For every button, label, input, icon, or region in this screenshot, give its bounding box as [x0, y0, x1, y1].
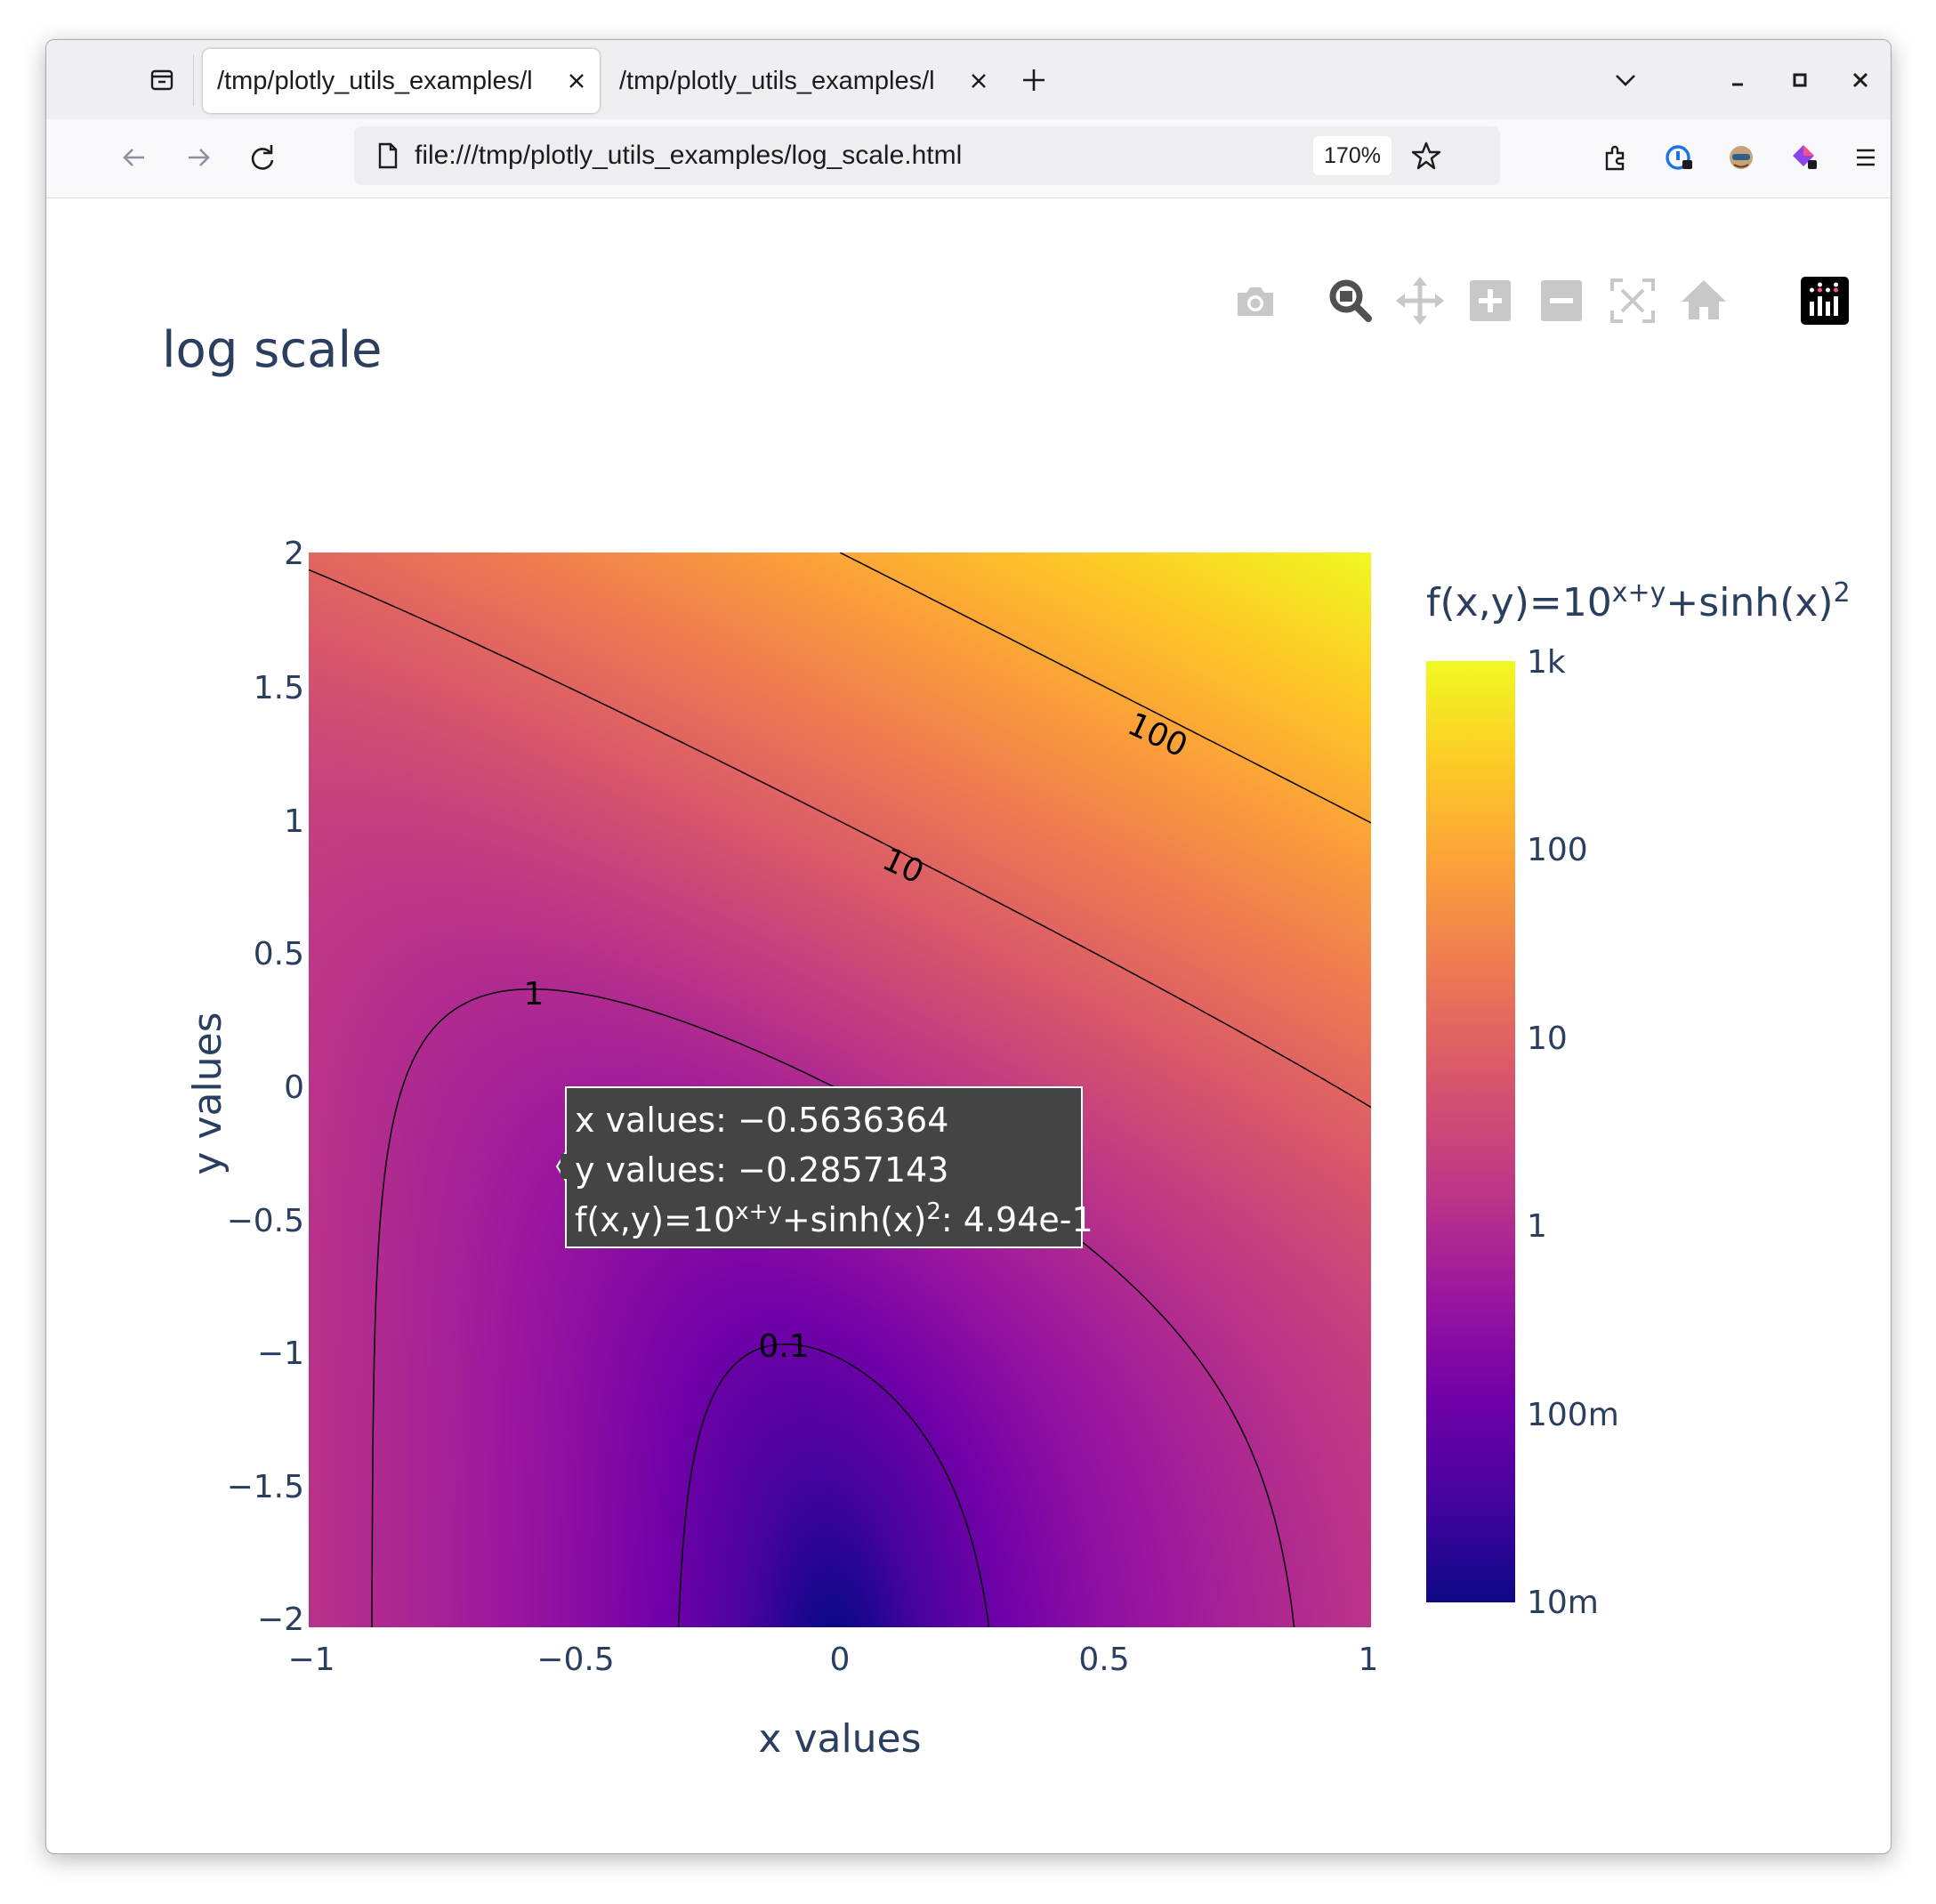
window-close-icon[interactable]	[1838, 58, 1883, 102]
firefox-view-icon[interactable]	[140, 58, 184, 102]
colorbar-tick: 1k	[1527, 644, 1566, 681]
hover-f-line: f(x,y)=10x+y+sinh(x)2: 4.94e-1	[575, 1198, 1093, 1239]
zoom-in-icon[interactable]	[1464, 275, 1516, 327]
browser-window: /tmp/plotly_utils_examples/l /tmp/plotly…	[45, 39, 1892, 1854]
colorbar-tick: 100m	[1527, 1397, 1619, 1433]
extension-avatar-icon[interactable]	[1719, 135, 1763, 180]
hamburger-menu-icon[interactable]	[1843, 135, 1888, 180]
y-tick: −2	[257, 1601, 304, 1638]
reload-icon[interactable]	[240, 135, 285, 180]
zoom-icon[interactable]	[1324, 275, 1375, 327]
url-text[interactable]: file:///tmp/plotly_utils_examples/log_sc…	[415, 141, 963, 170]
tab-label: /tmp/plotly_utils_examples/l	[217, 67, 533, 95]
tab-label: /tmp/plotly_utils_examples/l	[619, 67, 935, 95]
colorbar-tick: 10m	[1527, 1585, 1599, 1621]
password-manager-icon[interactable]	[1657, 135, 1701, 180]
hover-x-line: x values: −0.5636364	[575, 1101, 948, 1140]
y-tick: −0.5	[227, 1203, 304, 1239]
y-tick: 2	[284, 536, 304, 572]
plotly-logo[interactable]	[1799, 275, 1851, 327]
colorbar-tick: 10	[1527, 1021, 1568, 1057]
y-axis-title: y values	[185, 1012, 230, 1174]
tab-inactive[interactable]: /tmp/plotly_utils_examples/l	[605, 49, 1002, 113]
autoscale-icon[interactable]	[1607, 275, 1658, 327]
minimize-icon[interactable]	[1715, 58, 1760, 102]
extension-gem-icon[interactable]	[1781, 135, 1826, 180]
bookmark-star-icon[interactable]	[1404, 133, 1448, 178]
pan-icon[interactable]	[1394, 275, 1446, 327]
x-tick: −1	[287, 1642, 335, 1678]
camera-icon[interactable]	[1230, 275, 1281, 327]
colorbar-ticks: 1k 100 10 1 100m 10m	[1527, 644, 1619, 1621]
colorbar-tick: 100	[1527, 832, 1588, 868]
contour-lines	[309, 553, 1371, 1627]
y-tick: 1	[284, 803, 304, 840]
page-content: log scale 1	[46, 198, 1891, 1853]
x-axis-ticks: −1 −0.5 0 0.5 1	[287, 1642, 1378, 1678]
chevron-down-icon[interactable]	[1603, 58, 1648, 102]
contour-line-100	[839, 553, 1371, 824]
y-tick: −1	[257, 1335, 304, 1372]
x-axis-title: x values	[758, 1716, 921, 1762]
y-tick: 0.5	[254, 936, 304, 972]
contour-line-10	[309, 569, 1371, 1109]
colorbar-tick: 1	[1527, 1208, 1547, 1245]
x-tick: 0	[830, 1642, 851, 1678]
x-tick: 1	[1359, 1642, 1379, 1678]
new-tab-plus-icon[interactable]	[1012, 58, 1056, 102]
y-axis-ticks: 2 1.5 1 0.5 0 −0.5 −1 −1.5 −2	[227, 536, 304, 1638]
reset-axes-home-icon[interactable]	[1678, 275, 1730, 327]
zoom-out-icon[interactable]	[1536, 275, 1587, 327]
tab-separator	[193, 54, 194, 106]
close-icon[interactable]	[564, 69, 589, 93]
zoom-level-badge[interactable]: 170%	[1313, 136, 1392, 175]
y-tick: −1.5	[227, 1469, 304, 1505]
tab-active[interactable]: /tmp/plotly_utils_examples/l	[203, 49, 600, 113]
x-tick: −0.5	[536, 1642, 614, 1678]
chart-title: log scale	[162, 321, 383, 379]
extensions-puzzle-icon[interactable]	[1594, 135, 1639, 180]
y-tick: 0	[284, 1069, 304, 1106]
y-tick: 1.5	[254, 670, 304, 706]
contour-line-0.1	[677, 1343, 990, 1627]
x-tick: 0.5	[1078, 1642, 1129, 1678]
hover-y-line: y values: −0.2857143	[575, 1150, 948, 1190]
forward-arrow-icon[interactable]	[176, 135, 221, 180]
colorbar-title: f(x,y)=10x+y+sinh(x)2	[1426, 577, 1851, 625]
contour-chart[interactable]: 100 10 1 0.1 2 1.5 1 0.5 0 −0.5 −1 −1.5 …	[46, 198, 1891, 1853]
url-bar[interactable]: file:///tmp/plotly_utils_examples/log_sc…	[354, 126, 1500, 185]
page-icon	[378, 142, 398, 169]
close-icon[interactable]	[966, 69, 991, 93]
maximize-icon[interactable]	[1778, 58, 1822, 102]
contour-label-1: 1	[524, 976, 544, 1013]
hover-tooltip: x values: −0.5636364 y values: −0.285714…	[555, 1086, 1093, 1248]
tab-bar: /tmp/plotly_utils_examples/l /tmp/plotly…	[46, 40, 1891, 119]
colorbar	[1426, 661, 1515, 1602]
back-arrow-icon[interactable]	[112, 135, 157, 180]
contour-label-0.1: 0.1	[758, 1328, 809, 1365]
